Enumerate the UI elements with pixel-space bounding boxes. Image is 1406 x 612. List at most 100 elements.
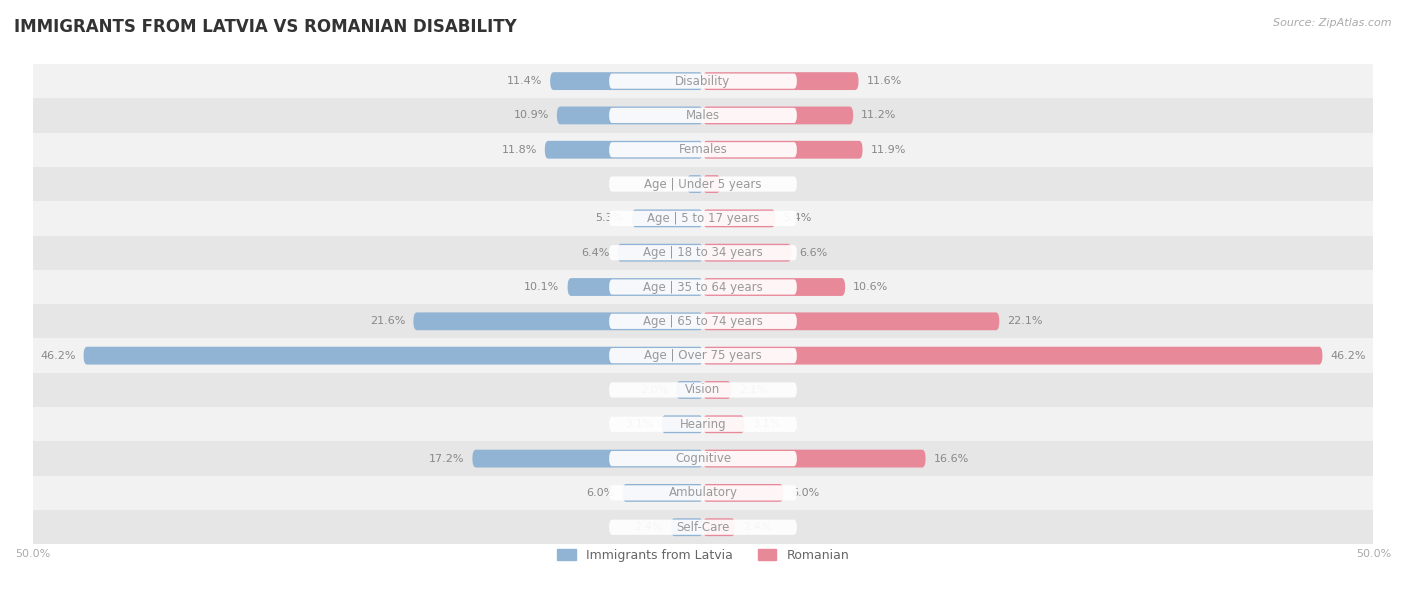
Text: 11.2%: 11.2% bbox=[862, 110, 897, 121]
FancyBboxPatch shape bbox=[703, 72, 859, 90]
FancyBboxPatch shape bbox=[413, 312, 703, 330]
FancyBboxPatch shape bbox=[550, 72, 703, 90]
FancyBboxPatch shape bbox=[703, 141, 862, 159]
Text: 5.4%: 5.4% bbox=[783, 214, 811, 223]
FancyBboxPatch shape bbox=[703, 106, 853, 124]
Bar bbox=[32, 64, 1374, 99]
Text: 2.1%: 2.1% bbox=[740, 385, 768, 395]
Text: 5.3%: 5.3% bbox=[596, 214, 624, 223]
Bar bbox=[32, 236, 1374, 270]
Text: 3.1%: 3.1% bbox=[626, 419, 654, 429]
Text: 11.4%: 11.4% bbox=[506, 76, 543, 86]
FancyBboxPatch shape bbox=[472, 450, 703, 468]
FancyBboxPatch shape bbox=[557, 106, 703, 124]
FancyBboxPatch shape bbox=[609, 485, 797, 501]
FancyBboxPatch shape bbox=[703, 312, 1000, 330]
FancyBboxPatch shape bbox=[609, 211, 797, 226]
Bar bbox=[32, 510, 1374, 545]
Bar bbox=[32, 338, 1374, 373]
FancyBboxPatch shape bbox=[568, 278, 703, 296]
Text: Males: Males bbox=[686, 109, 720, 122]
Bar bbox=[32, 373, 1374, 407]
FancyBboxPatch shape bbox=[609, 520, 797, 535]
FancyBboxPatch shape bbox=[703, 450, 925, 468]
Text: 6.0%: 6.0% bbox=[586, 488, 614, 498]
FancyBboxPatch shape bbox=[703, 347, 1323, 365]
Bar bbox=[32, 133, 1374, 167]
FancyBboxPatch shape bbox=[617, 244, 703, 261]
Text: 6.4%: 6.4% bbox=[581, 248, 609, 258]
FancyBboxPatch shape bbox=[703, 416, 745, 433]
Bar bbox=[32, 201, 1374, 236]
FancyBboxPatch shape bbox=[703, 209, 775, 227]
Text: 46.2%: 46.2% bbox=[1330, 351, 1367, 360]
Bar bbox=[32, 476, 1374, 510]
Text: Cognitive: Cognitive bbox=[675, 452, 731, 465]
Bar bbox=[32, 441, 1374, 476]
Bar bbox=[32, 270, 1374, 304]
FancyBboxPatch shape bbox=[609, 245, 797, 260]
FancyBboxPatch shape bbox=[623, 484, 703, 502]
Text: IMMIGRANTS FROM LATVIA VS ROMANIAN DISABILITY: IMMIGRANTS FROM LATVIA VS ROMANIAN DISAB… bbox=[14, 18, 517, 36]
FancyBboxPatch shape bbox=[661, 416, 703, 433]
FancyBboxPatch shape bbox=[688, 175, 703, 193]
Text: 11.9%: 11.9% bbox=[870, 145, 905, 155]
Bar bbox=[32, 407, 1374, 441]
FancyBboxPatch shape bbox=[671, 518, 703, 536]
FancyBboxPatch shape bbox=[703, 484, 783, 502]
Text: 2.4%: 2.4% bbox=[744, 522, 772, 532]
FancyBboxPatch shape bbox=[609, 280, 797, 294]
Text: Self-Care: Self-Care bbox=[676, 521, 730, 534]
FancyBboxPatch shape bbox=[609, 382, 797, 398]
Bar bbox=[32, 304, 1374, 338]
Text: 6.0%: 6.0% bbox=[792, 488, 820, 498]
Text: Age | 35 to 64 years: Age | 35 to 64 years bbox=[643, 280, 763, 294]
Text: Ambulatory: Ambulatory bbox=[668, 487, 738, 499]
FancyBboxPatch shape bbox=[609, 108, 797, 123]
FancyBboxPatch shape bbox=[609, 417, 797, 432]
FancyBboxPatch shape bbox=[83, 347, 703, 365]
FancyBboxPatch shape bbox=[544, 141, 703, 159]
Text: Hearing: Hearing bbox=[679, 418, 727, 431]
Text: 10.9%: 10.9% bbox=[513, 110, 548, 121]
Text: 17.2%: 17.2% bbox=[429, 453, 464, 463]
Bar bbox=[32, 167, 1374, 201]
Text: 1.3%: 1.3% bbox=[728, 179, 756, 189]
FancyBboxPatch shape bbox=[609, 348, 797, 364]
Text: Age | 5 to 17 years: Age | 5 to 17 years bbox=[647, 212, 759, 225]
Text: Age | Under 5 years: Age | Under 5 years bbox=[644, 177, 762, 190]
Text: 6.6%: 6.6% bbox=[800, 248, 828, 258]
Text: 1.2%: 1.2% bbox=[651, 179, 679, 189]
Text: 10.6%: 10.6% bbox=[853, 282, 889, 292]
FancyBboxPatch shape bbox=[609, 314, 797, 329]
Bar bbox=[32, 99, 1374, 133]
FancyBboxPatch shape bbox=[609, 142, 797, 157]
Text: 22.1%: 22.1% bbox=[1007, 316, 1043, 326]
Text: 2.4%: 2.4% bbox=[634, 522, 662, 532]
Text: 46.2%: 46.2% bbox=[39, 351, 76, 360]
Text: 2.0%: 2.0% bbox=[640, 385, 668, 395]
FancyBboxPatch shape bbox=[703, 244, 792, 261]
Text: 21.6%: 21.6% bbox=[370, 316, 405, 326]
Text: Disability: Disability bbox=[675, 75, 731, 88]
Text: Source: ZipAtlas.com: Source: ZipAtlas.com bbox=[1274, 18, 1392, 28]
FancyBboxPatch shape bbox=[703, 381, 731, 399]
Text: 11.6%: 11.6% bbox=[866, 76, 901, 86]
Legend: Immigrants from Latvia, Romanian: Immigrants from Latvia, Romanian bbox=[553, 544, 853, 567]
Text: 11.8%: 11.8% bbox=[502, 145, 537, 155]
FancyBboxPatch shape bbox=[631, 209, 703, 227]
Text: Age | 18 to 34 years: Age | 18 to 34 years bbox=[643, 246, 763, 259]
FancyBboxPatch shape bbox=[703, 278, 845, 296]
Text: 16.6%: 16.6% bbox=[934, 453, 969, 463]
Text: Females: Females bbox=[679, 143, 727, 156]
Text: Age | Over 75 years: Age | Over 75 years bbox=[644, 349, 762, 362]
Text: 3.1%: 3.1% bbox=[752, 419, 780, 429]
FancyBboxPatch shape bbox=[703, 518, 735, 536]
FancyBboxPatch shape bbox=[609, 176, 797, 192]
FancyBboxPatch shape bbox=[676, 381, 703, 399]
FancyBboxPatch shape bbox=[703, 175, 720, 193]
Text: Vision: Vision bbox=[685, 384, 721, 397]
Text: Age | 65 to 74 years: Age | 65 to 74 years bbox=[643, 315, 763, 328]
FancyBboxPatch shape bbox=[609, 73, 797, 89]
Text: 10.1%: 10.1% bbox=[524, 282, 560, 292]
